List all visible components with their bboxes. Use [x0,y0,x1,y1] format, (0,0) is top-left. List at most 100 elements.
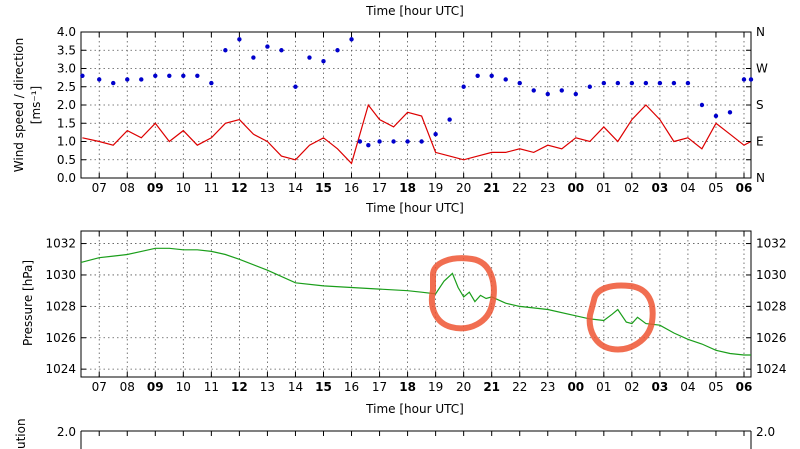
pressure-x-tick-label: 20 [456,380,471,394]
wind-direction-point [489,73,494,79]
wind-x-axis-title: Time [hour UTC] [365,201,464,215]
pressure-x-tick-label: 06 [736,380,753,394]
wind-direction-point [279,48,284,53]
pressure-x-tick-label: 11 [204,380,219,394]
third-panel-partial: 2.0 2.0 ution [14,418,775,449]
wind-direction-point [237,37,242,42]
third-y-tick: 2.0 [57,425,76,439]
wind-speed-line [82,103,752,165]
third-y-axis-title-fragment: ution [14,418,28,449]
wind-direction-point [748,77,754,82]
pressure-y2-tick-label: 1028 [756,299,787,313]
wind-direction-point [629,80,635,86]
pressure-x-tick-label: 08 [120,380,135,394]
wind-x-tick-label: 10 [176,181,191,195]
pressure-plot-frame [80,230,752,378]
pressure-y2-tick-label: 1032 [756,237,787,251]
pressure-y2-tick-label: 1024 [756,362,787,376]
pressure-x-tick-label: 16 [344,380,359,394]
wind-direction-point [377,139,382,144]
wind-direction-point [657,80,663,86]
pressure-x-tick-label: 18 [399,380,416,394]
wind-x-tick-label: 18 [399,181,416,195]
wind-direction-point [601,80,607,86]
wind-x-tick-label: 07 [92,181,107,195]
wind-x-tick-label: 19 [428,181,443,195]
wind-direction-point [251,55,256,60]
pressure-panel: 07 08 09 10 11 12 13 14 15 16 17 18 19 20 21 22 23 00 01 02… [21,230,787,416]
wind-x-tick-label: 16 [344,181,359,195]
wind-y-tick-label: 0.0 [57,171,76,185]
wind-x-tick-label: 03 [652,181,669,195]
wind-x-tick-label: 12 [231,181,248,195]
wind-direction-point [545,91,550,97]
pressure-y-tick-label: 1028 [45,299,76,313]
pressure-x-tick-label: 00 [567,380,584,394]
wind-direction-point [405,139,410,144]
wind-direction-point [366,142,371,148]
wind-direction-point [475,73,480,79]
pressure-y-axis-title: Pressure [hPa] [21,260,35,346]
pressure-x-tick-label: 21 [483,380,500,394]
pressure-x-tick-label: 09 [147,380,164,394]
wind-direction-point [209,80,214,86]
wind-direction-point [587,84,593,89]
wind-direction-point [643,80,649,86]
wind-y-tick-label: 4.0 [57,25,76,39]
wind-direction-point [139,77,144,82]
wind-x-tick-label: 09 [147,181,164,195]
wind-direction-point [573,91,578,97]
wind-direction-point [293,84,298,89]
wind-direction-point [615,80,621,86]
wind-panel: 07 08 09 10 11 12 13 14 15 16 17 18 19 20 21 22 23 00 01 02… [12,25,768,215]
wind-direction-point [181,73,186,79]
wind-x-tick-label: 20 [456,181,471,195]
wind-direction-point [223,48,228,53]
pressure-x-tick-label: 04 [680,380,695,394]
wind-x-tick-label: 21 [483,181,500,195]
pressure-x-axis-title: Time [hour UTC] [365,402,464,416]
pressure-y2-tick-label: 1026 [756,331,787,345]
wind-direction-point [97,77,102,82]
wind-y-tick-label: 3.5 [57,43,76,57]
wind-y-tick-label: 3.0 [57,62,76,76]
wind-x-tick-label: 01 [596,181,611,195]
wind-direction-point [503,77,508,82]
wind-direction-point [357,139,363,144]
pressure-x-tick-label: 02 [624,380,639,394]
pressure-x-tick-label: 15 [315,380,332,394]
wind-direction-point [461,84,466,89]
pressure-x-tick-label: 17 [372,380,387,394]
wind-direction-point [349,37,354,42]
pressure-y2-tick-label: 1030 [756,268,787,282]
wind-direction-point [321,59,326,64]
wind-direction-point [685,80,691,86]
wind-x-tick-label: 14 [288,181,303,195]
wind-y-tick-label: 1.5 [57,116,76,130]
wind-direction-point [727,110,733,115]
wind-direction-point [80,73,85,79]
wind-y-axis-title-line1: Wind speed / direction [12,38,26,172]
wind-direction-point [713,113,719,119]
wind-x-tick-label: 17 [372,181,387,195]
wind-direction-point [419,139,424,144]
wind-direction-point [195,73,200,79]
pressure-line [80,247,751,356]
wind-y-tick-label: 2.0 [57,98,76,112]
wind-x-tick-label: 00 [567,181,584,195]
wind-y2-tick-label: N [756,25,765,39]
wind-x-tick-label: 02 [624,181,639,195]
wind-direction-point [671,80,677,86]
wind-direction-point [447,117,452,122]
wind-x-tick-label: 06 [736,181,753,195]
wind-y2-tick-label: N [756,171,765,185]
wind-x-tick-label: 23 [540,181,555,195]
highlight-circle-1 [429,255,497,332]
wind-y2-tick-label: W [756,62,768,76]
wind-x-tick-label: 08 [120,181,135,195]
wind-direction-point [125,77,130,82]
highlight-circle-2 [586,282,656,353]
pressure-x-tick-label: 19 [428,380,443,394]
wind-direction-point [531,88,536,93]
wind-x-tick-label: 22 [512,181,527,195]
